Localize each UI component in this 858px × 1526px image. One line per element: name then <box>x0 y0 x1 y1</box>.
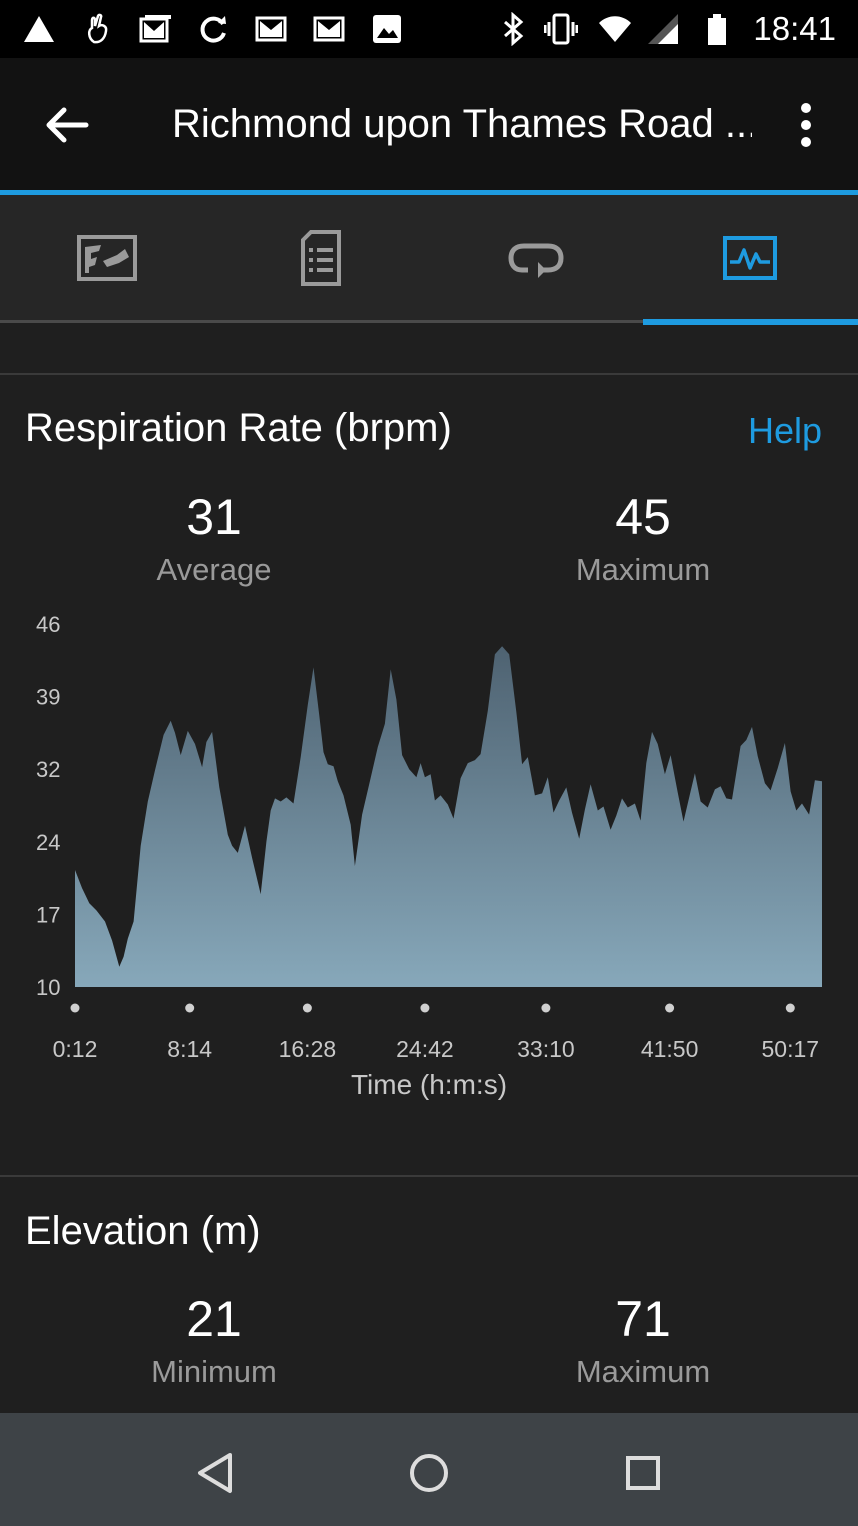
elevation-maximum-label: Maximum <box>575 1354 711 1389</box>
bluetooth-icon <box>504 12 524 46</box>
image-icon <box>373 15 401 43</box>
elevation-minimum-label: Minimum <box>151 1354 277 1389</box>
battery-icon <box>708 14 726 45</box>
x-tick-dot <box>185 1003 195 1013</box>
y-tick-label: 39 <box>36 685 60 710</box>
x-tick-dot <box>665 1003 675 1013</box>
charts-icon <box>723 236 777 280</box>
system-nav-bar <box>0 1413 858 1526</box>
gmail-icon <box>255 16 287 42</box>
respiration-average-value: 31 <box>186 489 242 545</box>
active-tab-indicator <box>643 319 858 325</box>
nav-back-icon[interactable] <box>186 1443 246 1503</box>
respiration-maximum-label: Maximum <box>575 552 711 587</box>
tab-bar <box>0 195 858 321</box>
status-time: 18:41 <box>753 10 836 47</box>
x-tick-dot <box>420 1003 430 1013</box>
y-tick-label: 32 <box>36 757 60 782</box>
nav-home-icon[interactable] <box>399 1443 459 1503</box>
status-bar: 18:41 <box>0 0 858 58</box>
respiration-maximum-value: 45 <box>615 489 671 545</box>
signal-icon <box>648 14 678 44</box>
x-tick-label: 8:14 <box>167 1036 212 1060</box>
respiration-title: Respiration Rate (brpm) <box>25 406 452 450</box>
x-tick-label: 33:10 <box>517 1036 575 1060</box>
sync-icon <box>200 16 226 43</box>
details-icon <box>301 230 341 286</box>
respiration-chart: 46 39 32 24 17 10 0:12 8:14 16:28 24:42 33:10 41:5… <box>36 612 822 1060</box>
x-tick-dot <box>302 1003 312 1013</box>
help-link[interactable]: Help <box>747 410 822 451</box>
x-tick-dot <box>541 1003 551 1013</box>
more-vert-icon[interactable] <box>790 102 822 150</box>
y-tick-label: 46 <box>36 612 60 637</box>
vibrate-icon <box>544 13 578 45</box>
respiration-average-label: Average <box>156 552 272 587</box>
alert-triangle-icon <box>24 16 54 42</box>
x-tick-label: 50:17 <box>762 1036 820 1060</box>
section-divider <box>0 1175 858 1177</box>
elevation-maximum-value: 71 <box>615 1291 671 1347</box>
app-bar-accent-line <box>0 190 858 195</box>
gmail-multi-icon <box>139 15 171 43</box>
x-tick-label: 16:28 <box>279 1036 337 1060</box>
tab-laps[interactable] <box>429 195 643 321</box>
y-tick-label: 10 <box>36 975 60 1000</box>
y-tick-label: 17 <box>36 902 60 927</box>
elevation-minimum-value: 21 <box>186 1291 242 1347</box>
lottery-hand-icon <box>88 13 108 44</box>
laps-icon <box>508 243 564 278</box>
x-axis-title: Time (h:m:s) <box>350 1069 508 1100</box>
respiration-area <box>75 646 822 987</box>
y-tick-label: 24 <box>36 830 60 855</box>
elevation-title: Elevation (m) <box>25 1209 261 1253</box>
tab-divider <box>0 320 858 323</box>
x-tick-label: 0:12 <box>53 1036 98 1060</box>
x-tick-dot <box>70 1003 80 1013</box>
page-title: Richmond upon Thames Road ... <box>172 102 752 146</box>
tab-map[interactable] <box>0 195 214 321</box>
app-bar: Richmond upon Thames Road ... <box>0 58 858 190</box>
arrow-left-icon[interactable] <box>40 98 94 152</box>
x-tick-dot <box>785 1003 795 1013</box>
x-tick-label: 24:42 <box>396 1036 454 1060</box>
tab-charts[interactable] <box>643 195 857 321</box>
wifi-icon <box>599 16 631 42</box>
gmail-icon <box>313 16 345 42</box>
map-icon <box>77 235 137 281</box>
nav-recents-icon[interactable] <box>613 1443 673 1503</box>
section-divider <box>0 373 858 375</box>
x-tick-label: 41:50 <box>641 1036 699 1060</box>
tab-details[interactable] <box>214 195 428 321</box>
